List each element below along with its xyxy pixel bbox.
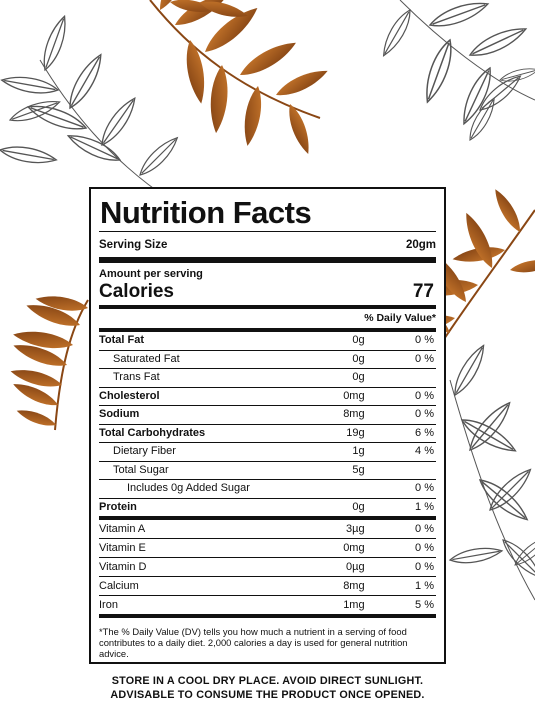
table-row: Protein 0g 1 % xyxy=(99,497,436,516)
nutrient-amount: 19g xyxy=(294,423,369,443)
calories-value: 77 xyxy=(412,281,434,302)
page-title: Nutrition Facts xyxy=(100,195,312,230)
vitamin-dv: 0 % xyxy=(415,522,434,535)
nutrient-amount: 0mg xyxy=(294,386,369,406)
table-row: Saturated Fat 0g 0 % xyxy=(99,349,436,369)
orange-leaf-branch-icon xyxy=(149,0,331,157)
table-row: Total Fat 0g 0 % xyxy=(99,332,436,350)
table-row: Vitamin D 0µg 0 % xyxy=(99,557,436,577)
nutrient-dv: 0 % xyxy=(368,479,436,498)
vitamin-name: Iron xyxy=(99,595,295,614)
nutrient-name: Sodium xyxy=(99,405,295,424)
nutrient-name: Protein xyxy=(99,497,295,516)
table-row: Total Carbohydrates 19g 6 % xyxy=(99,423,436,443)
nutrient-name: Dietary Fiber xyxy=(99,442,295,461)
nutrient-dv: 0 % xyxy=(368,386,436,406)
vitamin-amount: 0µg xyxy=(294,557,369,577)
calories-label: Calories xyxy=(99,281,174,302)
divider xyxy=(99,257,436,263)
vitamin-dv: 1 % xyxy=(368,576,436,596)
nutrient-dv: 0 % xyxy=(368,405,436,424)
nutrient-amount: 0g xyxy=(294,497,369,516)
nutrient-name: Cholesterol xyxy=(99,386,295,406)
vitamin-name: Calcium xyxy=(99,576,295,596)
vitamin-dv: 0 % xyxy=(368,538,436,558)
serving-size-row: Serving Size 20gm xyxy=(99,234,436,256)
vitamin-amount: 1mg xyxy=(294,595,369,614)
nutrition-facts-panel: Nutrition Facts Serving Size 20gm Amount… xyxy=(89,187,446,664)
nutrient-name: Trans Fat xyxy=(99,368,295,387)
storage-line-2: ADVISABLE TO CONSUME THE PRODUCT ONCE OP… xyxy=(110,689,425,701)
daily-value-header: % Daily Value* xyxy=(364,312,436,324)
divider xyxy=(99,328,436,332)
orange-leaf-branch-icon xyxy=(397,186,535,346)
nutrient-amount: 0g xyxy=(294,368,369,387)
divider xyxy=(99,305,436,309)
nutrient-dv: 6 % xyxy=(368,423,436,443)
vitamin-amount: 8mg xyxy=(294,576,369,596)
vitamin-name: Vitamin A xyxy=(99,522,146,535)
serving-size-value: 20gm xyxy=(405,239,436,251)
nutrient-amount xyxy=(294,479,369,498)
nutrient-name: Total Fat xyxy=(99,334,145,347)
nutrient-name: Saturated Fat xyxy=(99,349,295,369)
table-row: Vitamin A 3µg 0 % xyxy=(99,520,436,539)
table-row: Iron 1mg 5 % xyxy=(99,595,436,614)
orange-leaf-branch-icon xyxy=(8,292,90,431)
table-row: Vitamin E 0mg 0 % xyxy=(99,538,436,558)
vitamin-name: Vitamin D xyxy=(99,557,295,577)
nutrients-table: Total Fat 0g 0 % Saturated Fat 0g 0 % Tr… xyxy=(99,332,436,516)
calories-row: Calories 77 xyxy=(99,281,436,305)
table-row: Total Sugar 5g xyxy=(99,460,436,480)
nutrient-amount: 1g xyxy=(294,442,369,461)
nutrient-dv xyxy=(368,460,436,480)
storage-instructions: STORE IN A COOL DRY PLACE. AVOID DIRECT … xyxy=(0,674,535,702)
table-row: Trans Fat 0g xyxy=(99,368,436,387)
daily-value-footnote: *The % Daily Value (DV) tells you how mu… xyxy=(99,626,408,659)
vitamin-amount: 3µg xyxy=(346,522,365,535)
nutrient-dv xyxy=(368,368,436,387)
nutrient-dv: 0 % xyxy=(415,334,434,347)
divider xyxy=(99,614,436,618)
amount-per-serving-label: Amount per serving xyxy=(99,268,203,280)
vitamin-dv: 0 % xyxy=(368,557,436,577)
vitamin-dv: 5 % xyxy=(368,595,436,614)
serving-size-label: Serving Size xyxy=(99,239,168,251)
table-row: Sodium 8mg 0 % xyxy=(99,405,436,424)
nutrient-name: Total Sugar xyxy=(99,460,295,480)
table-row: Calcium 8mg 1 % xyxy=(99,576,436,596)
nutrient-name: Total Carbohydrates xyxy=(99,423,295,443)
nutrient-dv: 1 % xyxy=(368,497,436,516)
nutrient-amount: 0g xyxy=(352,334,365,347)
table-row: Dietary Fiber 1g 4 % xyxy=(99,442,436,461)
outline-leaf-branch-icon xyxy=(0,0,535,601)
nutrient-amount: 8mg xyxy=(294,405,369,424)
divider xyxy=(99,231,436,232)
vitamins-table: Vitamin A 3µg 0 % Vitamin E 0mg 0 % Vita… xyxy=(99,520,436,614)
table-row: Cholesterol 0mg 0 % xyxy=(99,386,436,406)
vitamin-name: Vitamin E xyxy=(99,538,295,558)
storage-line-1: STORE IN A COOL DRY PLACE. AVOID DIRECT … xyxy=(111,675,424,687)
nutrient-dv: 4 % xyxy=(368,442,436,461)
vitamin-amount: 0mg xyxy=(294,538,369,558)
nutrient-amount: 5g xyxy=(294,460,369,480)
divider xyxy=(99,516,436,520)
nutrient-name: Includes 0g Added Sugar xyxy=(99,479,295,498)
nutrient-amount: 0g xyxy=(294,349,369,369)
nutrient-dv: 0 % xyxy=(368,349,436,369)
table-row: Includes 0g Added Sugar 0 % xyxy=(99,479,436,498)
